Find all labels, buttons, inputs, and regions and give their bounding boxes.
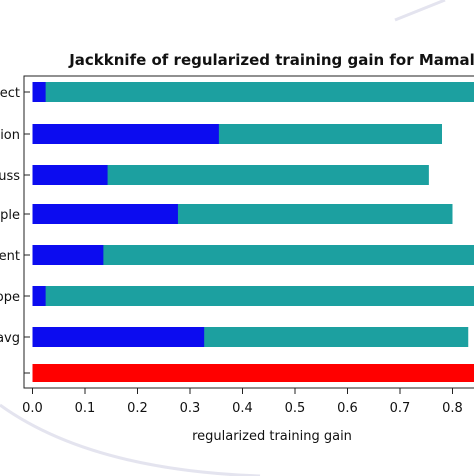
y-category-label-2: uss bbox=[0, 169, 20, 184]
bar-series1-row-0 bbox=[32, 82, 474, 102]
x-tick-label-2: 0.2 bbox=[127, 401, 148, 416]
x-tick-label-8: 0.8 bbox=[442, 401, 463, 416]
x-axis: 0.0 0.1 0.2 0.3 0.4 0.5 0.6 0.7 0.8 bbox=[22, 388, 463, 416]
x-tick-label-5: 0.5 bbox=[285, 401, 306, 416]
bars-layer bbox=[32, 82, 474, 382]
bar-series0-row-2 bbox=[32, 165, 108, 185]
bar-series0-row-4 bbox=[32, 245, 104, 265]
bar-series0-row-6 bbox=[32, 327, 205, 347]
bar-series0-row-0 bbox=[32, 82, 46, 102]
y-category-label-5: ope bbox=[0, 290, 20, 305]
x-tick-label-7: 0.7 bbox=[390, 401, 411, 416]
y-axis: ect ion uss ple ent ope avg bbox=[0, 86, 30, 374]
bar-series1-row-4 bbox=[32, 245, 474, 265]
bar-series0-row-5 bbox=[32, 286, 46, 306]
x-tick-label-6: 0.6 bbox=[337, 401, 358, 416]
y-category-label-3: ple bbox=[0, 208, 20, 223]
y-category-label-6: avg bbox=[0, 331, 20, 346]
bar-series0-row-1 bbox=[32, 124, 219, 144]
bar-series0-row-3 bbox=[32, 204, 178, 224]
y-category-label-4: ent bbox=[0, 249, 20, 264]
bar-series1-row-5 bbox=[32, 286, 474, 306]
bar-series2-row-7 bbox=[32, 364, 474, 382]
chart-title: Jackknife of regularized training gain f… bbox=[68, 51, 474, 69]
x-axis-label: regularized training gain bbox=[192, 429, 352, 444]
y-category-label-0: ect bbox=[0, 86, 20, 101]
y-category-label-1: ion bbox=[0, 128, 20, 143]
x-tick-label-1: 0.1 bbox=[75, 401, 96, 416]
bar-series1-row-2 bbox=[32, 165, 429, 185]
plot-frame bbox=[23, 75, 474, 389]
x-tick-label-0: 0.0 bbox=[22, 401, 43, 416]
x-tick-label-4: 0.4 bbox=[232, 401, 253, 416]
x-tick-label-3: 0.3 bbox=[180, 401, 201, 416]
